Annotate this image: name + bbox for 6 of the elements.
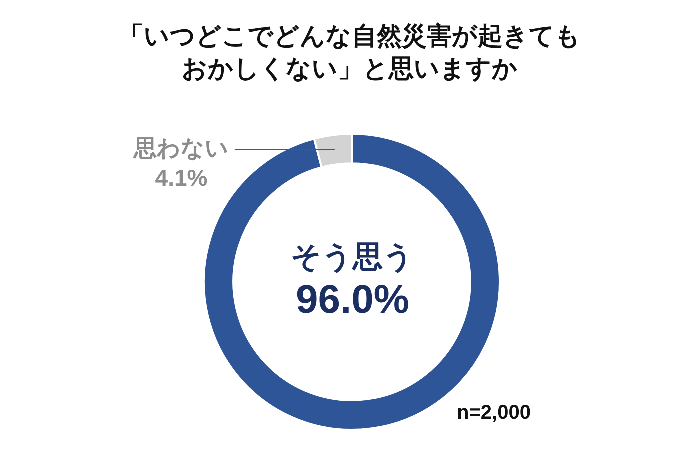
data-label: 4.1% — [155, 164, 208, 191]
chart-title: 「いつどこでどんな自然災害が起きてもおかしくない」と思いますか — [119, 22, 581, 84]
slice-label: そう思う — [291, 240, 414, 275]
data-label: 96.0% — [296, 278, 410, 322]
text: n=2,000 — [457, 402, 531, 424]
slice-label: 思わない — [133, 136, 229, 162]
